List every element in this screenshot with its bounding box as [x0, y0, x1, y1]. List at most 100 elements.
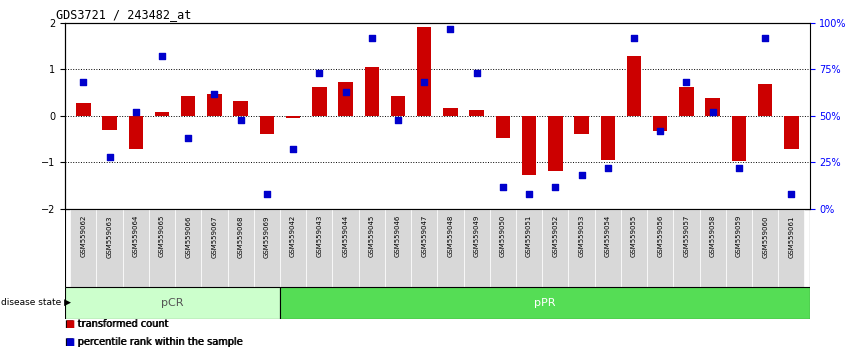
Text: GSM559058: GSM559058 [709, 215, 715, 257]
Point [181, 136, 195, 141]
Text: GSM559052: GSM559052 [553, 215, 559, 257]
Text: ■ percentile rank within the sample: ■ percentile rank within the sample [65, 337, 242, 347]
Point [732, 165, 746, 171]
Bar [155, 112, 169, 116]
Bar [175, 209, 201, 287]
Point [260, 191, 274, 197]
Text: percentile rank within the sample: percentile rank within the sample [75, 337, 243, 347]
Text: GSM559065: GSM559065 [159, 215, 165, 257]
Text: GSM559050: GSM559050 [500, 215, 506, 257]
Bar [65, 287, 280, 319]
Bar [516, 209, 542, 287]
Text: GSM559049: GSM559049 [474, 215, 480, 257]
Point [417, 80, 431, 85]
Point [759, 35, 772, 41]
Bar [574, 116, 589, 133]
Bar [469, 110, 484, 116]
Bar [307, 209, 333, 287]
Bar [601, 116, 615, 160]
Text: transformed count: transformed count [75, 319, 169, 329]
Point [102, 154, 116, 160]
Bar [365, 67, 379, 116]
Bar [149, 209, 175, 287]
Bar [333, 209, 359, 287]
Text: pCR: pCR [161, 298, 184, 308]
Bar [417, 27, 431, 116]
Bar [700, 209, 726, 287]
Bar [254, 209, 280, 287]
Point [155, 53, 169, 59]
Point [339, 89, 352, 95]
Point [313, 70, 326, 76]
Bar [784, 116, 798, 149]
Bar [542, 209, 568, 287]
Point [522, 191, 536, 197]
Bar [70, 209, 96, 287]
Point [234, 117, 248, 122]
Text: GSM559067: GSM559067 [211, 215, 217, 258]
Bar [679, 87, 694, 116]
Point [443, 26, 457, 32]
Bar [463, 209, 490, 287]
Bar [286, 116, 301, 118]
Bar [595, 209, 621, 287]
Bar [234, 101, 248, 116]
Bar [647, 209, 674, 287]
Bar [443, 108, 457, 116]
Bar [706, 98, 720, 116]
Bar [758, 84, 772, 116]
Text: GSM559064: GSM559064 [132, 215, 139, 257]
Bar [359, 209, 385, 287]
Bar [76, 103, 91, 116]
Point [575, 173, 589, 178]
Text: GSM559063: GSM559063 [107, 215, 113, 258]
Text: GSM559062: GSM559062 [81, 215, 87, 257]
Text: GSM559046: GSM559046 [395, 215, 401, 257]
Text: ■: ■ [65, 319, 74, 329]
Text: GSM559048: GSM559048 [448, 215, 454, 257]
Bar [339, 82, 352, 116]
Point [496, 184, 510, 189]
Point [601, 165, 615, 171]
Text: GSM559042: GSM559042 [290, 215, 296, 257]
Bar [752, 209, 779, 287]
Text: pPR: pPR [534, 298, 556, 308]
Bar [312, 87, 326, 116]
Bar [674, 209, 700, 287]
Point [627, 35, 641, 41]
Text: GSM559059: GSM559059 [736, 215, 742, 257]
Bar [260, 116, 274, 133]
Bar [627, 56, 641, 116]
Bar [181, 96, 196, 116]
Point [365, 35, 378, 41]
Bar [495, 116, 510, 138]
Text: GSM559051: GSM559051 [527, 215, 532, 257]
Bar [437, 209, 463, 287]
Point [785, 191, 798, 197]
Bar [102, 116, 117, 130]
Bar [726, 209, 752, 287]
Text: GSM559057: GSM559057 [683, 215, 689, 257]
Bar [548, 116, 563, 171]
Point [469, 70, 483, 76]
Bar [621, 209, 647, 287]
Text: GSM559044: GSM559044 [343, 215, 348, 257]
Point [653, 128, 667, 134]
Text: GSM559043: GSM559043 [316, 215, 322, 257]
Text: ■ transformed count: ■ transformed count [65, 319, 168, 329]
Text: GSM559045: GSM559045 [369, 215, 375, 257]
Text: GSM559068: GSM559068 [237, 215, 243, 258]
Text: GSM559047: GSM559047 [421, 215, 427, 257]
Text: GSM559054: GSM559054 [604, 215, 611, 257]
Point [548, 184, 562, 189]
Bar [411, 209, 437, 287]
Point [391, 117, 405, 122]
Text: GSM559066: GSM559066 [185, 215, 191, 258]
Bar [96, 209, 123, 287]
Text: disease state ▶: disease state ▶ [1, 298, 71, 307]
Text: ■: ■ [65, 337, 74, 347]
Bar [128, 116, 143, 149]
Bar [123, 209, 149, 287]
Bar [522, 116, 536, 176]
Point [286, 147, 300, 152]
